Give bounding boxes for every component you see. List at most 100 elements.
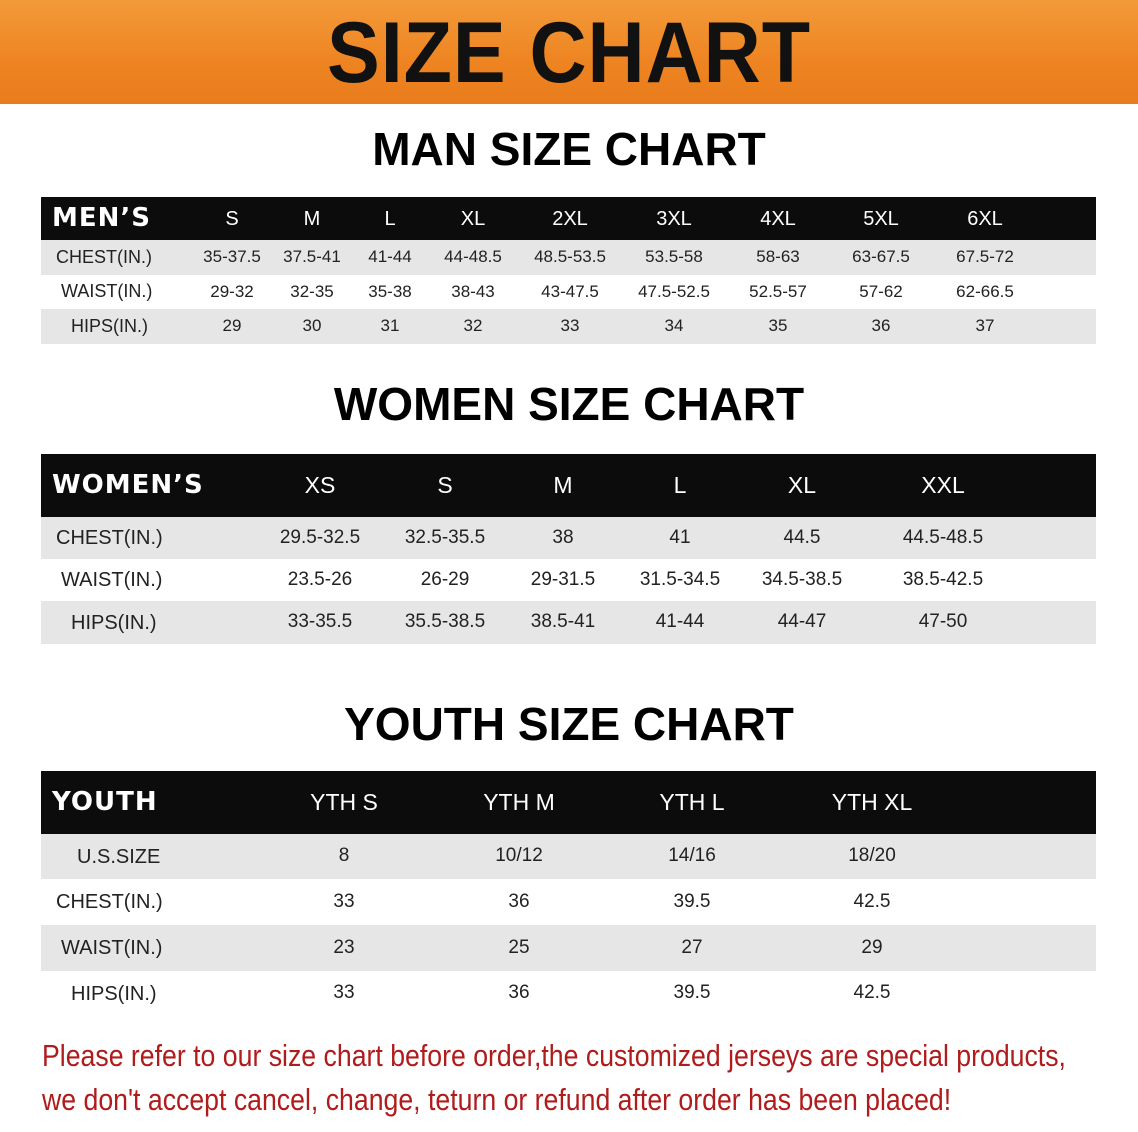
table-cell: 42.5	[853, 890, 891, 912]
table-cell: 42.5	[853, 982, 891, 1004]
column-header: 2XL	[552, 207, 588, 230]
table-cell: 38.5-41	[530, 611, 596, 633]
table-cell: 44.5-48.5	[902, 526, 984, 548]
table-header-row: YOUTH YTH S YTH M YTH L YTH XL	[41, 771, 1096, 834]
table-row: HIPS(IN.) 33-35.5 35.5-38.5 38.5-41 41-44 44-…	[41, 601, 1096, 644]
table-cell: 36	[871, 316, 891, 336]
column-header: M	[303, 207, 321, 230]
table-cell: 30	[302, 316, 322, 336]
column-header: XL	[787, 471, 817, 498]
table-cell: 27	[681, 936, 703, 958]
table-cell: 63-67.5	[852, 247, 910, 267]
table-cell: 29-31.5	[530, 568, 596, 590]
column-header: L	[384, 207, 396, 230]
table-cell: 41-44	[655, 611, 705, 633]
table-cell: 29.5-32.5	[279, 526, 361, 548]
table-cell: 25	[508, 936, 530, 958]
table-cell: 41	[669, 526, 691, 548]
page-title: SIZE CHART	[327, 5, 811, 101]
row-label: U.S.SIZE	[77, 845, 161, 868]
table-cell: 32.5-35.5	[404, 526, 486, 548]
table-cell: 33	[333, 982, 355, 1004]
table-cell: 41-44	[368, 247, 412, 267]
column-header: S	[225, 207, 239, 230]
table-cell: 36	[508, 982, 530, 1004]
table-cell: 33	[333, 890, 355, 912]
table-cell: 38	[552, 526, 574, 548]
table-cell: 35	[768, 316, 788, 336]
column-header: S	[437, 471, 453, 498]
table-cell: 67.5-72	[956, 247, 1014, 267]
row-label: HIPS(IN.)	[71, 611, 157, 634]
row-label: HIPS(IN.)	[71, 315, 149, 336]
table-cell: 34	[664, 316, 684, 336]
column-header: XS	[304, 471, 336, 498]
table-row: WAIST(IN.) 23 25 27 29	[41, 925, 1096, 971]
table-cell: 29-32	[210, 281, 254, 301]
table-cell: 53.5-58	[645, 247, 703, 267]
table-row: WAIST(IN.) 29-32 32-35 35-38 38-43 43-47.5 47.…	[41, 275, 1096, 309]
row-label: HIPS(IN.)	[71, 982, 157, 1005]
header-label: YOUTH	[52, 786, 158, 817]
table-cell: 39.5	[673, 982, 711, 1004]
column-header: XXL	[921, 471, 965, 498]
table-cell: 29	[861, 936, 883, 958]
table-cell: 23	[333, 936, 355, 958]
table-header-row: MEN’S S M L XL 2XL 3XL 4XL 5XL 6XL	[41, 197, 1096, 240]
column-header: 5XL	[863, 207, 899, 230]
table-row: CHEST(IN.) 35-37.5 37.5-41 41-44 44-48.5 48.5…	[41, 240, 1096, 275]
size-table: WOMEN’S XS S M L XL XXL CHEST(IN.) 29.5-32.5 32.5…	[41, 454, 1096, 644]
table-cell: 43-47.5	[541, 281, 599, 301]
column-header: L	[673, 471, 687, 498]
column-header: 3XL	[656, 207, 692, 230]
section-title: YOUTH SIZE CHART	[344, 698, 794, 750]
table-row: WAIST(IN.) 23.5-26 26-29 29-31.5 31.5-34.5 34…	[41, 559, 1096, 601]
table-cell: 32	[463, 316, 483, 336]
row-label: CHEST(IN.)	[56, 246, 152, 267]
table-cell: 35-38	[368, 281, 412, 301]
column-header: YTH XL	[831, 788, 913, 815]
table-row: CHEST(IN.) 29.5-32.5 32.5-35.5 38 41 44.5 44.5…	[41, 517, 1096, 559]
column-header: YTH L	[659, 788, 725, 815]
title-banner: SIZE CHART	[0, 0, 1138, 104]
table-cell: 26-29	[420, 568, 470, 590]
table-cell: 33-35.5	[287, 611, 353, 633]
section-title: WOMEN SIZE CHART	[333, 378, 805, 430]
table-cell: 33	[560, 316, 580, 336]
table-cell: 35-37.5	[203, 247, 261, 267]
column-header: M	[553, 471, 573, 498]
column-header: YTH S	[310, 788, 378, 815]
table-cell: 48.5-53.5	[534, 247, 606, 267]
table-cell: 57-62	[859, 281, 903, 301]
table-row: HIPS(IN.) 33 36 39.5 42.5	[41, 971, 1096, 1016]
table-cell: 37.5-41	[283, 247, 341, 267]
table-cell: 18/20	[848, 845, 896, 867]
table-cell: 58-63	[756, 247, 800, 267]
table-cell: 34.5-38.5	[761, 568, 843, 590]
row-label: WAIST(IN.)	[61, 569, 163, 591]
row-label: WAIST(IN.)	[61, 281, 153, 302]
table-cell: 62-66.5	[956, 281, 1014, 301]
table-cell: 38-43	[451, 281, 495, 301]
table-cell: 35.5-38.5	[404, 611, 486, 633]
table-cell: 44-47	[777, 611, 827, 633]
table-row: CHEST(IN.) 33 36 39.5 42.5	[41, 879, 1096, 925]
table-row: U.S.SIZE 8 10/12 14/16 18/20	[41, 834, 1096, 879]
header-label: MEN’S	[52, 202, 151, 233]
table-cell: 37	[975, 316, 995, 336]
table-cell: 14/16	[668, 845, 716, 867]
column-header: XL	[460, 207, 486, 230]
row-label: CHEST(IN.)	[56, 891, 163, 913]
table-cell: 31	[380, 316, 400, 336]
table-cell: 8	[338, 845, 350, 867]
table-cell: 31.5-34.5	[639, 568, 721, 590]
header-label: WOMEN’S	[52, 469, 204, 500]
table-cell: 47.5-52.5	[638, 281, 710, 301]
table-row: HIPS(IN.) 29 30 31 32 33 34 35 36 37	[41, 309, 1096, 344]
section-title: MAN SIZE CHART	[372, 123, 766, 175]
column-header: 6XL	[967, 207, 1003, 230]
row-label: CHEST(IN.)	[56, 527, 163, 549]
table-cell: 44.5	[783, 526, 821, 548]
table-cell: 44-48.5	[444, 247, 502, 267]
table-header-row: WOMEN’S XS S M L XL XXL	[41, 454, 1096, 517]
